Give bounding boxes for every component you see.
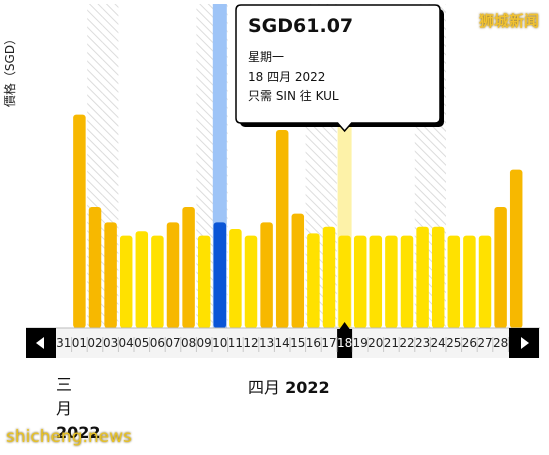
x-tick-label: 04 [119, 336, 134, 350]
hovered-tick-pointer [339, 322, 350, 329]
y-axis-label: 價格（SGD） [2, 33, 17, 107]
triangle-right-icon [521, 337, 529, 349]
month-label-april: 四月 2022 [248, 374, 330, 398]
x-tick-label: 07 [165, 336, 180, 350]
bar-11 [229, 229, 242, 328]
x-tick-label: 20 [368, 336, 383, 350]
tooltip-date: 18 四月 2022 [248, 70, 325, 84]
bar-18 [338, 235, 351, 328]
bar-13 [260, 222, 273, 328]
x-tick-label: 03 [103, 336, 118, 350]
x-tick-label: 16 [306, 336, 321, 350]
x-tick-label: 27 [477, 336, 492, 350]
x-tick-label: 31 [56, 336, 71, 350]
bar-20 [369, 235, 383, 328]
x-tick-label: 26 [462, 336, 477, 350]
bar-22 [400, 235, 414, 328]
bar-05 [135, 231, 149, 328]
x-tick-label: 02 [87, 336, 102, 350]
bar-24 [431, 226, 445, 328]
x-tick-label: 19 [353, 336, 368, 350]
watermark-bottom: shicheng.news [6, 427, 132, 447]
bar-23 [416, 226, 429, 328]
fare-tooltip: SGD61.07 星期一 18 四月 2022 只需 SIN 往 KUL [235, 4, 444, 133]
x-tick-label: 05 [134, 336, 149, 350]
month-name-march-part1: 三 [56, 375, 73, 394]
x-tick-label: 24 [431, 336, 446, 350]
previous-dates-button[interactable] [26, 328, 56, 358]
bar-12 [244, 235, 258, 328]
bar-08 [182, 207, 195, 328]
bar-25 [447, 235, 461, 328]
x-tick-label: 01 [72, 336, 87, 350]
x-tick-label: 13 [259, 336, 274, 350]
x-tick-label: 18 [337, 336, 352, 350]
bar-21 [385, 235, 398, 328]
x-tick-label: 25 [446, 336, 461, 350]
tooltip-box [235, 4, 441, 133]
bar-14 [275, 130, 289, 328]
bar-27 [478, 235, 492, 328]
watermark-top: 狮城新闻 [478, 12, 539, 30]
bar-02 [88, 207, 102, 328]
month-name-march-part2: 月 [56, 399, 73, 418]
bar-03 [104, 222, 117, 328]
x-tick-label: 08 [181, 336, 196, 350]
hovered-tick-highlight [337, 329, 353, 358]
bar-28 [494, 207, 507, 328]
x-tick-label: 14 [275, 336, 290, 350]
bar-06 [151, 235, 164, 328]
date-axis-strip [26, 328, 540, 358]
bar-07 [166, 222, 180, 328]
month-name-april: 四月 [248, 378, 281, 397]
x-tick-label: 17 [321, 336, 336, 350]
bar-26 [463, 235, 476, 328]
x-tick-label: 11 [228, 336, 243, 350]
x-tick-label: 28 [493, 336, 508, 350]
x-tick-label: 23 [415, 336, 430, 350]
bar-19 [353, 235, 367, 328]
bar-29 [509, 169, 523, 328]
bar-10 [213, 222, 227, 328]
x-tick-label: 12 [243, 336, 258, 350]
bar-17 [322, 226, 336, 328]
x-tick-label: 10 [212, 336, 227, 350]
bar-16 [307, 233, 320, 328]
bar-04 [119, 235, 133, 328]
x-tick-label: 15 [290, 336, 305, 350]
month-year-april: 2022 [285, 378, 330, 397]
x-tick-label: 06 [150, 336, 165, 350]
tooltip-route: 只需 SIN 往 KUL [248, 88, 339, 103]
tooltip-price: SGD61.07 [248, 15, 353, 37]
bar-01 [73, 114, 86, 328]
x-tick-label: 09 [197, 336, 212, 350]
x-tick-label: 21 [384, 336, 399, 350]
next-dates-button[interactable] [509, 328, 539, 358]
bar-09 [197, 235, 211, 328]
triangle-left-icon [36, 337, 44, 349]
x-tick-label: 22 [399, 336, 414, 350]
tooltip-weekday: 星期一 [248, 50, 284, 64]
bar-15 [291, 213, 305, 328]
